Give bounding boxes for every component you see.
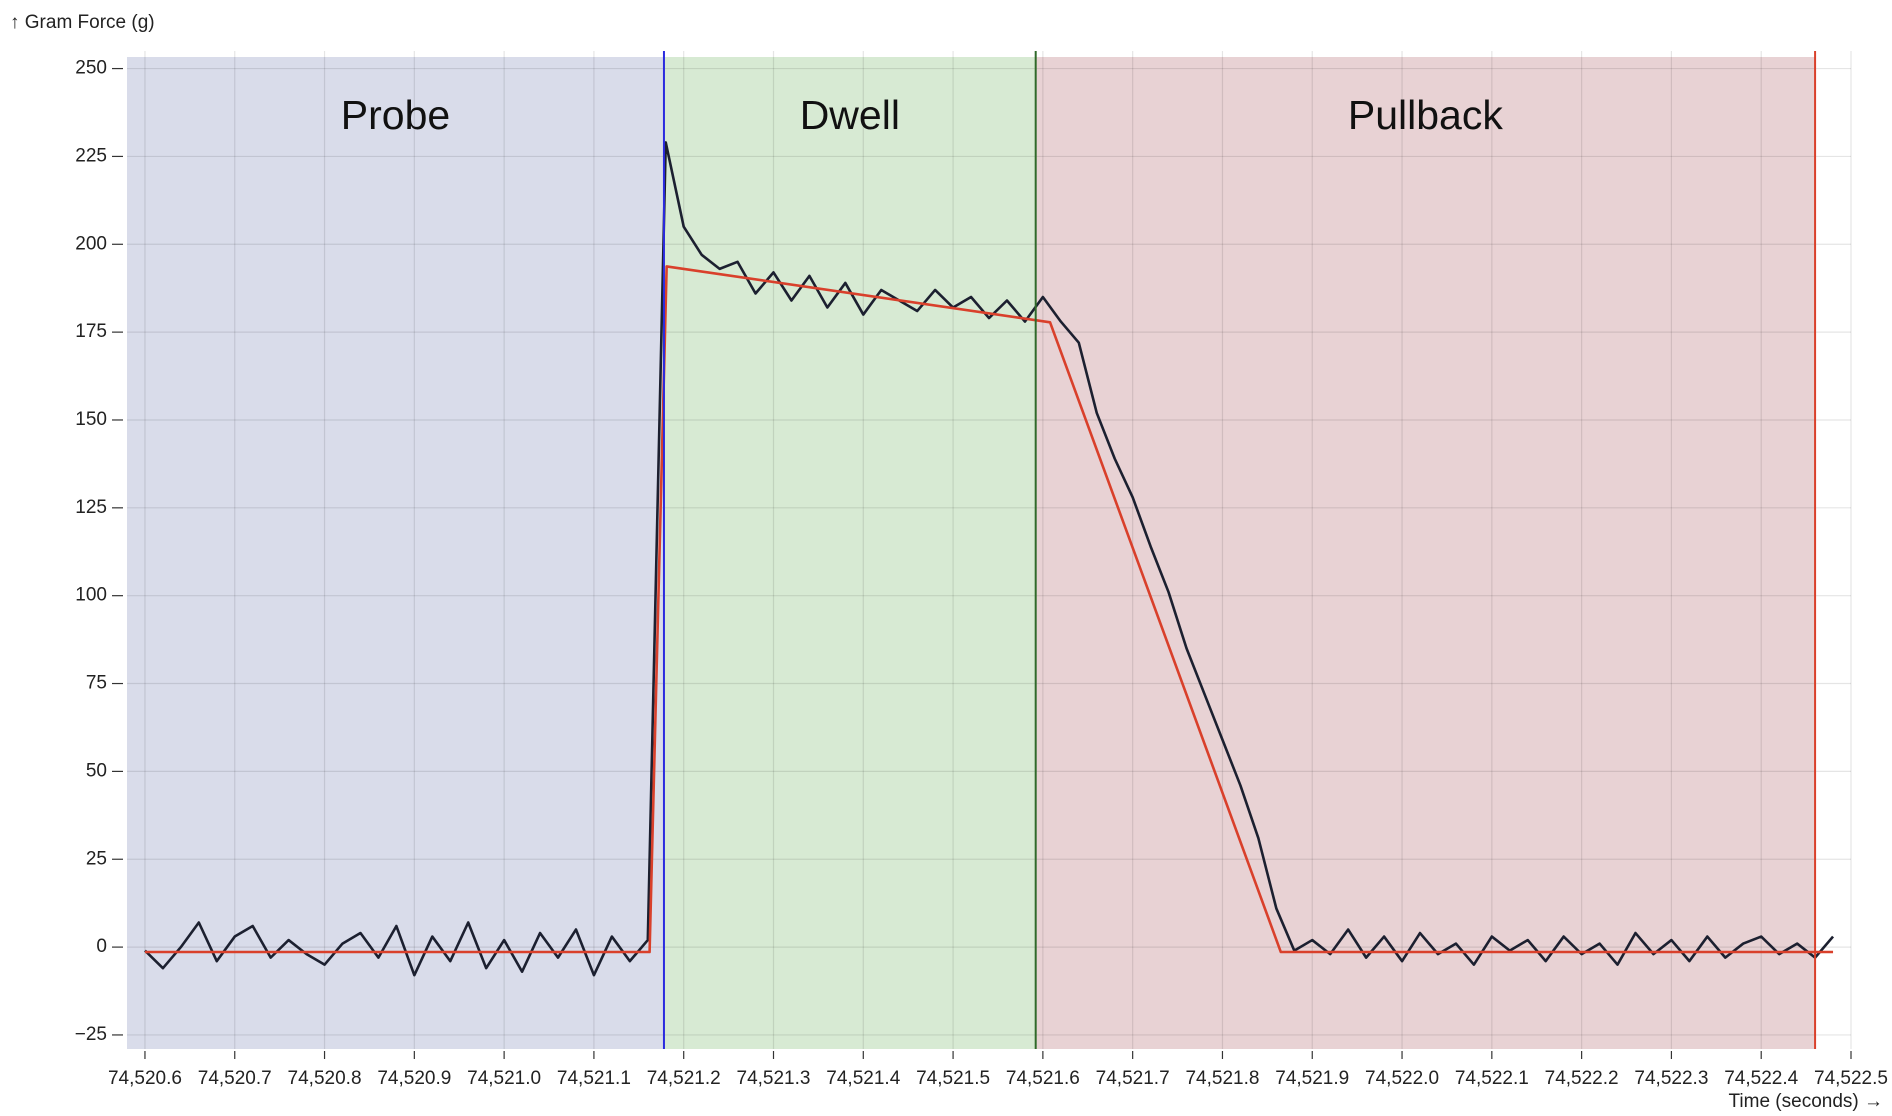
- x-tick-label: 74,520.7: [198, 1068, 272, 1089]
- region: [127, 57, 664, 1049]
- x-tick-label: 74,520.9: [377, 1068, 451, 1089]
- x-tick-label: 74,521.5: [916, 1068, 990, 1089]
- x-tick-label: 74,520.6: [108, 1068, 182, 1089]
- region-label: Dwell: [800, 92, 900, 138]
- x-tick-label: 74,522.5: [1814, 1068, 1888, 1089]
- x-tick-label: 74,521.3: [737, 1068, 811, 1089]
- x-tick-label: 74,522.1: [1455, 1068, 1529, 1089]
- y-tick-label: 150: [75, 409, 107, 430]
- x-tick-label: 74,522.4: [1724, 1068, 1798, 1089]
- x-tick-label: 74,521.9: [1275, 1068, 1349, 1089]
- x-tick-label: 74,521.8: [1185, 1068, 1259, 1089]
- x-tick-label: 74,521.4: [826, 1068, 900, 1089]
- x-tick-label: 74,522.3: [1634, 1068, 1708, 1089]
- y-tick-label: 100: [75, 585, 107, 606]
- y-tick-label: 25: [86, 848, 107, 869]
- region: [1035, 57, 1816, 1049]
- x-tick-label: 74,521.2: [647, 1068, 721, 1089]
- y-tick-label: 225: [75, 145, 107, 166]
- series-line: [144, 265, 1834, 954]
- region-label: Pullback: [1348, 92, 1503, 138]
- y-tick-label: 250: [75, 58, 107, 79]
- y-tick-label: −25: [75, 1024, 107, 1045]
- x-tick-label: 74,520.8: [288, 1068, 362, 1089]
- x-tick-label: 74,521.7: [1096, 1068, 1170, 1089]
- y-tick-label: 50: [86, 760, 107, 781]
- y-axis-label: ↑ Gram Force (g): [10, 12, 155, 33]
- y-tick-label: 75: [86, 673, 107, 694]
- y-tick-label: 0: [96, 936, 107, 957]
- region: [663, 57, 1036, 1049]
- x-tick-label: 74,521.1: [557, 1068, 631, 1089]
- x-axis-label: Time (seconds) →: [1729, 1091, 1884, 1112]
- x-tick-label: 74,521.6: [1006, 1068, 1080, 1089]
- x-tick-label: 74,521.0: [467, 1068, 541, 1089]
- y-tick-label: 175: [75, 321, 107, 342]
- region-label: Probe: [341, 92, 450, 138]
- y-tick-label: 125: [75, 497, 107, 518]
- y-tick-label: 200: [75, 233, 107, 254]
- x-tick-label: 74,522.2: [1545, 1068, 1619, 1089]
- x-tick-label: 74,522.0: [1365, 1068, 1439, 1089]
